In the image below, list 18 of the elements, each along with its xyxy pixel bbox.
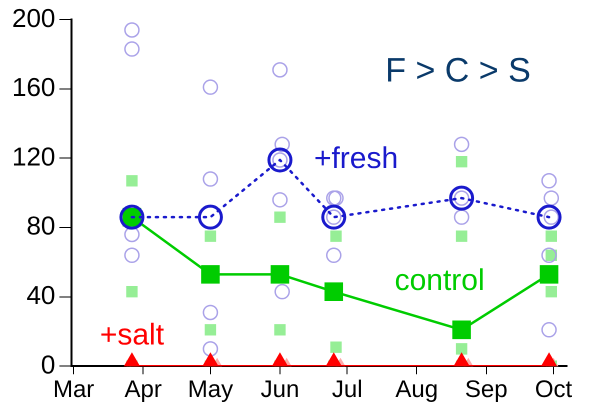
x-tick-label: Jul (332, 376, 363, 404)
x-tick-label: Jun (260, 376, 300, 404)
y-tick-label: 160 (12, 72, 56, 102)
x-tick-label: May (188, 376, 234, 404)
series-label: +salt (100, 318, 165, 352)
x-tick-label: Aug (395, 376, 438, 404)
series-label: +fresh (314, 142, 398, 176)
y-tick-label: 200 (12, 2, 56, 33)
x-tick-label: Apr (124, 376, 162, 404)
x-tick-label: Mar (52, 376, 94, 404)
annotation: F > C > S (385, 51, 531, 90)
series-label: control (394, 264, 485, 298)
x-tick-label: Sep (464, 376, 508, 404)
y-tick-label: 80 (26, 210, 56, 241)
y-tick-label: 120 (12, 141, 56, 172)
y-tick-label: 0 (40, 349, 56, 380)
x-tick-label: Oct (534, 376, 573, 404)
y-tick-label: 40 (26, 280, 56, 310)
